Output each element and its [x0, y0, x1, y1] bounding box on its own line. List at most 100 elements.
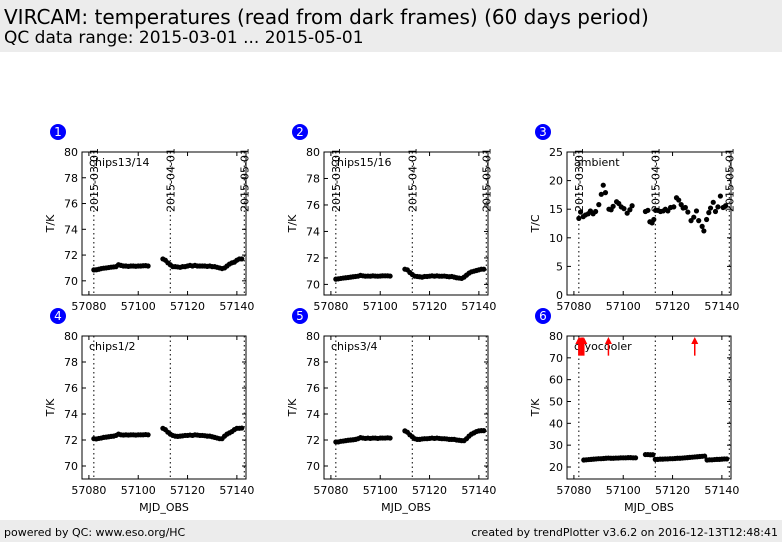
x-tick-label: 57080 [71, 300, 106, 313]
y-tick-label: 74 [64, 223, 78, 236]
y-tick-label: 80 [549, 330, 563, 343]
y-axis-label: T/K [286, 214, 299, 233]
panel-badge-circle [292, 308, 308, 324]
data-point [593, 208, 599, 215]
y-tick-label: 5 [556, 260, 563, 273]
data-point [691, 214, 697, 220]
data-point [600, 182, 606, 188]
y-tick-label: 10 [549, 232, 563, 245]
plot-frame [81, 335, 247, 480]
x-tick-label: 57080 [556, 300, 591, 313]
data-point [712, 208, 719, 215]
x-tick-label: 57120 [170, 484, 205, 497]
data-point [481, 266, 487, 272]
data-point [724, 456, 730, 462]
data-point [602, 190, 609, 196]
y-axis-label: T/K [529, 398, 542, 417]
date-marker-label: 2015-05-01 [238, 148, 251, 212]
series-label: chips1/2 [89, 340, 136, 353]
y-tick-label: 15 [549, 203, 563, 216]
footer-band: powered by QC: www.eso.org/HC created by… [0, 520, 782, 542]
x-tick-label: 57140 [461, 484, 496, 497]
y-tick-label: 70 [306, 278, 320, 291]
x-tick-label: 57100 [606, 484, 641, 497]
panel-2: 2 2015-03-01 2015-04-01 2015-05-01 70 72 74 76 7… [286, 124, 496, 313]
plot-frame [566, 151, 732, 296]
date-marker-label: 2015-05-01 [723, 148, 736, 212]
page-subtitle: QC data range: 2015-03-01 ... 2015-05-01 [4, 28, 364, 48]
data-point [651, 216, 657, 223]
x-axis-label: MJD_OBS [624, 501, 674, 514]
date-marker-label: 2015-03-01 [573, 148, 586, 212]
series-label: chips13/14 [89, 156, 150, 169]
data-point [722, 203, 729, 209]
plot-frame [323, 335, 489, 480]
x-axis-label: MJD_OBS [139, 501, 189, 514]
data-point [596, 202, 602, 208]
data-point [710, 199, 716, 205]
y-tick-label: 76 [306, 382, 320, 395]
data-point [703, 216, 710, 223]
panel-badge-circle [292, 124, 308, 140]
y-axis-label: T/K [44, 398, 57, 417]
y-tick-label: 74 [306, 225, 320, 238]
series-label: ambient [574, 156, 620, 169]
data-point [671, 204, 677, 210]
data-point [706, 210, 712, 216]
data-point [693, 208, 700, 214]
panel-badge-number: 6 [539, 309, 547, 323]
data-point [598, 191, 604, 197]
panel-1: 1 2015-03-01 2015-04-01 2015-05-01 70 72 74 76 7… [44, 124, 254, 313]
y-tick-label: 20 [549, 175, 563, 188]
y-tick-label: 20 [549, 461, 563, 474]
date-marker-label: 2015-04-01 [649, 148, 662, 212]
y-tick-label: 60 [549, 374, 563, 387]
data-point [239, 256, 245, 262]
panel-badge-number: 1 [54, 125, 62, 139]
data-point [145, 263, 151, 269]
x-tick-label: 57140 [219, 484, 254, 497]
data-point [576, 215, 582, 221]
x-tick-label: 57120 [412, 484, 447, 497]
data-point [610, 203, 616, 209]
footer-created-by: created by trendPlotter v3.6.2 on 2016-1… [471, 526, 778, 539]
outlier-arrow-head [580, 337, 588, 344]
panel-badge-circle [535, 308, 551, 324]
panel-badge-circle [535, 124, 551, 140]
data-point [701, 228, 707, 234]
data-point [645, 207, 651, 213]
y-tick-label: 70 [306, 460, 320, 473]
y-tick-label: 80 [64, 330, 78, 343]
y-tick-label: 74 [306, 408, 320, 421]
header-band: VIRCAM: temperatures (read from dark fra… [0, 0, 782, 52]
panel-4: 4 70 72 74 76 78 80 57080 57100 57120 57140 T/K MJD_… [44, 308, 254, 514]
data-point [577, 209, 584, 215]
panel-badge-number: 2 [296, 125, 304, 139]
x-tick-label: 57080 [71, 484, 106, 497]
date-marker-label: 2015-04-01 [406, 148, 419, 212]
x-tick-label: 57100 [363, 300, 398, 313]
y-tick-label: 76 [64, 382, 78, 395]
y-tick-label: 0 [556, 289, 563, 302]
y-tick-label: 74 [64, 408, 78, 421]
panel-badge-circle [50, 124, 66, 140]
plot-frame [81, 151, 247, 296]
panel-3: 3 2015-03-01 2015-04-01 2015-05-01 0 5 10 15 20 2… [529, 124, 739, 313]
panel-5: 5 70 72 74 76 78 80 57080 57100 57120 57140 T/K MJD_… [286, 308, 496, 514]
x-tick-label: 57100 [606, 300, 641, 313]
panel-badge-circle [50, 308, 66, 324]
data-point [650, 452, 656, 458]
data-point [707, 205, 714, 211]
date-marker-label: 2015-03-01 [330, 148, 343, 212]
y-tick-label: 70 [64, 275, 78, 288]
data-point [239, 425, 245, 431]
y-tick-label: 78 [306, 356, 320, 369]
panel-badge-number: 5 [296, 309, 304, 323]
date-marker-label: 2015-04-01 [164, 148, 177, 212]
y-tick-label: 76 [64, 198, 78, 211]
y-axis-label: T/C [529, 214, 542, 233]
footer-powered-by: powered by QC: www.eso.org/HC [4, 526, 186, 539]
x-tick-label: 57140 [219, 300, 254, 313]
y-axis-label: T/K [44, 214, 57, 233]
